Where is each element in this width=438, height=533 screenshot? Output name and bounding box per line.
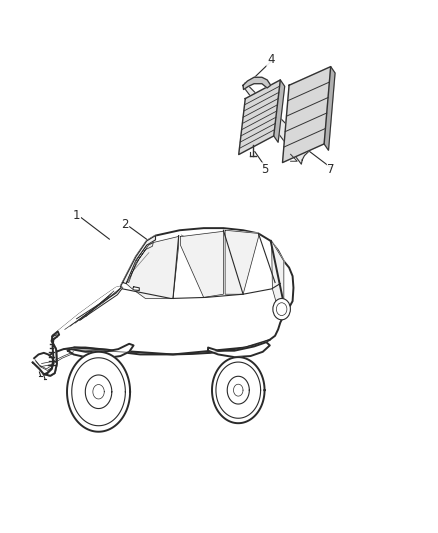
Text: 5: 5 xyxy=(261,163,268,176)
Polygon shape xyxy=(33,228,293,376)
Polygon shape xyxy=(272,241,284,309)
Polygon shape xyxy=(227,376,249,404)
Polygon shape xyxy=(324,67,335,150)
Polygon shape xyxy=(243,83,311,164)
Polygon shape xyxy=(67,352,130,432)
Polygon shape xyxy=(243,77,271,90)
Polygon shape xyxy=(133,287,139,290)
Text: 4: 4 xyxy=(267,53,275,66)
Polygon shape xyxy=(126,236,179,298)
Polygon shape xyxy=(212,357,265,423)
Text: 7: 7 xyxy=(327,163,335,176)
Polygon shape xyxy=(123,236,155,284)
Polygon shape xyxy=(44,332,59,376)
Polygon shape xyxy=(283,67,331,163)
Polygon shape xyxy=(239,80,280,155)
Polygon shape xyxy=(68,344,134,358)
Polygon shape xyxy=(225,230,258,294)
Polygon shape xyxy=(33,353,53,374)
Polygon shape xyxy=(85,375,112,408)
Polygon shape xyxy=(274,80,285,142)
Circle shape xyxy=(273,298,290,320)
Text: 1: 1 xyxy=(73,209,81,222)
Polygon shape xyxy=(127,243,153,282)
Polygon shape xyxy=(208,342,270,357)
Polygon shape xyxy=(58,282,126,335)
Text: 2: 2 xyxy=(121,219,129,231)
Polygon shape xyxy=(180,230,223,297)
